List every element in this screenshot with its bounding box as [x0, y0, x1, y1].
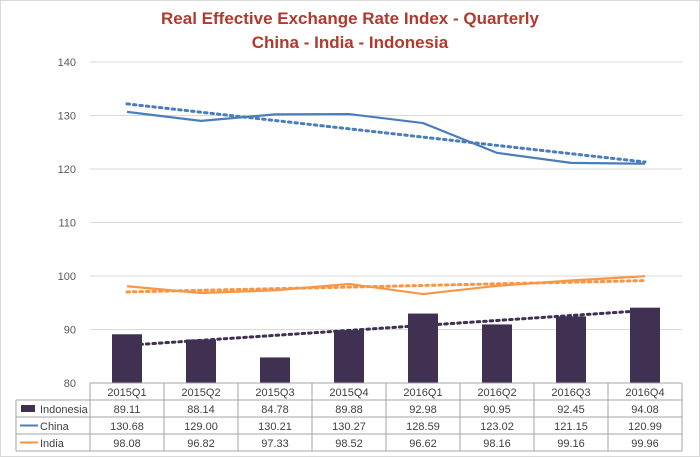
- data-label-india: 98.08: [113, 438, 141, 450]
- bar-2016Q4: [630, 307, 660, 383]
- data-label-china: 130.68: [110, 421, 144, 433]
- x-tick-label: 2016Q3: [551, 387, 590, 399]
- data-label-indonesia: 92.98: [409, 404, 437, 416]
- data-label-india: 98.16: [483, 438, 511, 450]
- x-tick-label: 2016Q2: [477, 387, 516, 399]
- x-tick-label: 2015Q4: [329, 387, 368, 399]
- data-label-china: 120.99: [628, 421, 662, 433]
- data-label-indonesia: 84.78: [261, 404, 289, 416]
- bar-2016Q3: [556, 316, 586, 383]
- bar-2015Q2: [186, 339, 216, 383]
- trendline-india: [125, 279, 647, 294]
- legend-swatch-indonesia: [21, 405, 35, 412]
- chart-title: Real Effective Exchange Rate Index - Qua…: [161, 9, 539, 28]
- bar-2016Q2: [482, 324, 512, 383]
- x-tick-label: 2015Q2: [181, 387, 220, 399]
- x-tick-label: 2016Q1: [403, 387, 442, 399]
- legend-label-india: India: [40, 438, 65, 450]
- trendline-china: [125, 102, 647, 164]
- x-tick-label: 2015Q1: [107, 387, 146, 399]
- bar-2015Q3: [260, 357, 290, 383]
- data-label-indonesia: 90.95: [483, 404, 511, 416]
- data-label-india: 96.62: [409, 438, 437, 450]
- y-tick-label: 130: [58, 111, 76, 123]
- data-label-indonesia: 89.11: [114, 404, 141, 416]
- bar-2015Q4: [334, 330, 364, 383]
- bar-2015Q1: [112, 334, 142, 383]
- data-label-indonesia: 88.14: [187, 404, 215, 416]
- trendline-indonesia: [125, 309, 647, 347]
- data-label-indonesia: 89.88: [335, 404, 363, 416]
- data-label-india: 96.82: [187, 438, 215, 450]
- data-label-china: 129.00: [184, 421, 218, 433]
- legend-label-china: China: [40, 421, 70, 433]
- legend-label-indonesia: Indonesia: [40, 404, 89, 416]
- data-label-india: 99.96: [631, 438, 659, 450]
- line-india: [126, 275, 646, 296]
- data-label-india: 99.16: [557, 438, 585, 450]
- data-label-china: 128.59: [406, 421, 440, 433]
- y-tick-label: 100: [58, 271, 76, 283]
- data-label-india: 97.33: [261, 438, 289, 450]
- x-tick-label: 2015Q3: [255, 387, 294, 399]
- y-tick-label: 80: [64, 378, 76, 390]
- x-tick-label: 2016Q4: [625, 387, 664, 399]
- y-tick-label: 140: [58, 57, 76, 69]
- data-label-china: 123.02: [480, 421, 514, 433]
- line-china: [126, 110, 646, 165]
- chart-subtitle: China - India - Indonesia: [251, 33, 449, 52]
- y-tick-label: 120: [58, 164, 76, 176]
- data-label-indonesia: 92.45: [557, 404, 585, 416]
- data-label-china: 130.21: [258, 421, 292, 433]
- y-tick-label: 90: [64, 325, 76, 337]
- data-label-china: 130.27: [332, 421, 366, 433]
- data-label-india: 98.52: [335, 438, 363, 450]
- y-tick-label: 110: [58, 218, 76, 230]
- data-label-china: 121.15: [554, 421, 588, 433]
- data-label-indonesia: 94.08: [631, 404, 659, 416]
